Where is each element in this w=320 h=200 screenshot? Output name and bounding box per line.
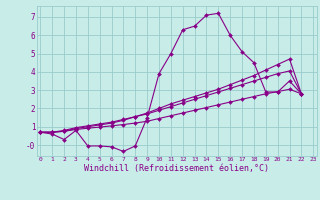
X-axis label: Windchill (Refroidissement éolien,°C): Windchill (Refroidissement éolien,°C): [84, 164, 269, 173]
